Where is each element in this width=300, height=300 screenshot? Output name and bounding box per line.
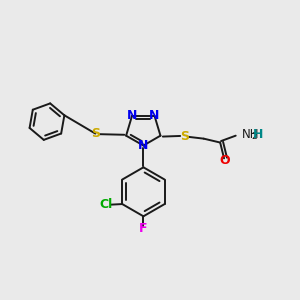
- Text: 2: 2: [251, 132, 257, 141]
- Text: H: H: [253, 128, 263, 141]
- Text: S: S: [91, 127, 100, 140]
- Text: S: S: [180, 130, 189, 143]
- Text: N: N: [127, 109, 137, 122]
- Text: N: N: [138, 139, 148, 152]
- Text: F: F: [139, 222, 148, 235]
- Text: N: N: [149, 109, 160, 122]
- Text: NH: NH: [242, 128, 259, 141]
- Text: Cl: Cl: [99, 198, 112, 211]
- Text: O: O: [219, 154, 230, 167]
